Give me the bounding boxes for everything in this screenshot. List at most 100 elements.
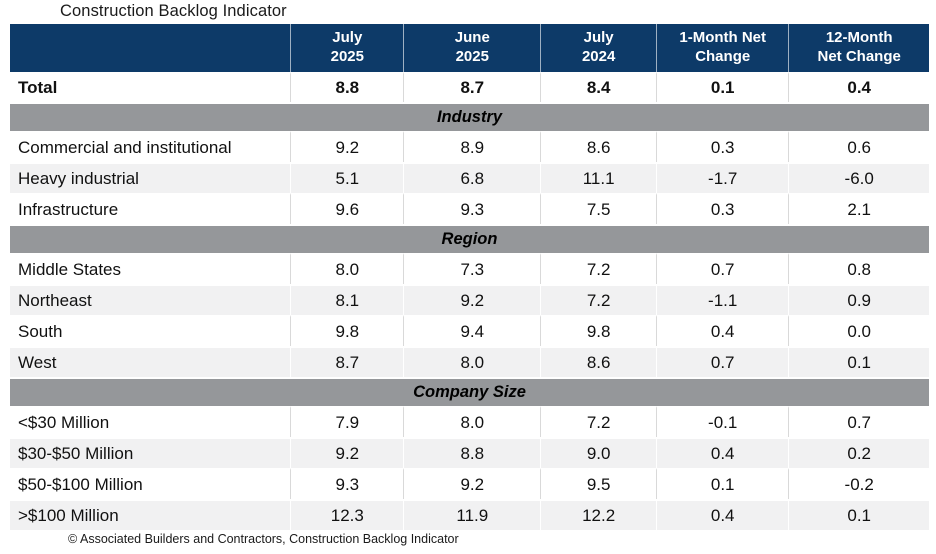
table-header: July 2025 June 2025 July 2024 1-Month Net C…: [10, 24, 929, 72]
cell-value: 0.4: [656, 437, 789, 468]
cell-value: 0.3: [656, 131, 789, 162]
cell-value: 0.8: [788, 253, 929, 284]
row-label: Total: [10, 72, 291, 102]
row-label: West: [10, 346, 291, 377]
row-label: $30-$50 Million: [10, 437, 291, 468]
cell-value: -0.1: [656, 406, 789, 437]
cell-value: 0.7: [656, 346, 789, 377]
cell-value: 7.2: [540, 284, 657, 315]
cell-value: 8.0: [403, 346, 541, 377]
page-title: Construction Backlog Indicator: [60, 2, 287, 20]
cell-value: 8.7: [403, 72, 541, 102]
cell-value: 8.8: [290, 72, 404, 102]
row-label: >$100 Million: [10, 499, 291, 530]
cell-value: 0.4: [656, 315, 789, 346]
cell-value: 9.2: [290, 131, 404, 162]
row-label: Middle States: [10, 253, 291, 284]
cell-value: 0.4: [788, 72, 929, 102]
cell-value: 0.1: [788, 346, 929, 377]
row-label: Commercial and institutional: [10, 131, 291, 162]
cell-value: 9.4: [403, 315, 541, 346]
cell-value: 8.9: [403, 131, 541, 162]
data-row: $30-$50 Million 9.2 8.8 9.0 0.4 0.2: [10, 437, 929, 468]
total-row: Total 8.8 8.7 8.4 0.1 0.4: [10, 72, 929, 102]
column-header: 12-Month Net Change: [788, 24, 929, 72]
row-label: Northeast: [10, 284, 291, 315]
cell-value: 12.2: [540, 499, 657, 530]
column-header: July 2025: [290, 24, 404, 72]
cell-value: 9.0: [540, 437, 657, 468]
cell-value: -6.0: [788, 162, 929, 193]
cell-value: 8.4: [540, 72, 657, 102]
cell-value: 9.8: [540, 315, 657, 346]
data-row: Infrastructure 9.6 9.3 7.5 0.3 2.1: [10, 193, 929, 224]
cell-value: 8.6: [540, 346, 657, 377]
cell-value: 0.1: [656, 468, 789, 499]
cell-value: 0.6: [788, 131, 929, 162]
data-row: Middle States 8.0 7.3 7.2 0.7 0.8: [10, 253, 929, 284]
column-header: [10, 24, 291, 72]
section-header-row: Company Size: [10, 377, 929, 406]
cell-value: -1.7: [656, 162, 789, 193]
cell-value: 6.8: [403, 162, 541, 193]
cell-value: 2.1: [788, 193, 929, 224]
cell-value: 8.8: [403, 437, 541, 468]
data-row: >$100 Million 12.3 11.9 12.2 0.4 0.1: [10, 499, 929, 530]
cell-value: 9.3: [403, 193, 541, 224]
row-label: $50-$100 Million: [10, 468, 291, 499]
cell-value: 9.3: [290, 468, 404, 499]
cell-value: 11.1: [540, 162, 657, 193]
cell-value: 0.1: [788, 499, 929, 530]
data-row: $50-$100 Million 9.3 9.2 9.5 0.1 -0.2: [10, 468, 929, 499]
cell-value: 8.6: [540, 131, 657, 162]
cell-value: 8.0: [403, 406, 541, 437]
section-header-row: Industry: [10, 102, 929, 131]
cell-value: 8.0: [290, 253, 404, 284]
data-row: <$30 Million 7.9 8.0 7.2 -0.1 0.7: [10, 406, 929, 437]
row-label: South: [10, 315, 291, 346]
data-row: Northeast 8.1 9.2 7.2 -1.1 0.9: [10, 284, 929, 315]
cell-value: 7.2: [540, 253, 657, 284]
cell-value: 8.7: [290, 346, 404, 377]
cell-value: -1.1: [656, 284, 789, 315]
data-row: West 8.7 8.0 8.6 0.7 0.1: [10, 346, 929, 377]
data-row: Heavy industrial 5.1 6.8 11.1 -1.7 -6.0: [10, 162, 929, 193]
section-header-label: Company Size: [10, 377, 929, 406]
cell-value: 11.9: [403, 499, 541, 530]
section-header-label: Industry: [10, 102, 929, 131]
cell-value: 0.3: [656, 193, 789, 224]
cell-value: 5.1: [290, 162, 404, 193]
table-body: Total 8.8 8.7 8.4 0.1 0.4 Industry Commercial a…: [10, 72, 929, 530]
cell-value: -0.2: [788, 468, 929, 499]
section-header-row: Region: [10, 224, 929, 253]
cell-value: 9.6: [290, 193, 404, 224]
column-header: July 2024: [540, 24, 657, 72]
backlog-table: July 2025 June 2025 July 2024 1-Month Net C…: [10, 24, 929, 530]
cell-value: 9.2: [403, 284, 541, 315]
column-header: 1-Month Net Change: [656, 24, 789, 72]
header-row: July 2025 June 2025 July 2024 1-Month Net C…: [10, 24, 929, 72]
cell-value: 7.9: [290, 406, 404, 437]
row-label: Infrastructure: [10, 193, 291, 224]
cell-value: 7.3: [403, 253, 541, 284]
cell-value: 0.9: [788, 284, 929, 315]
row-label: <$30 Million: [10, 406, 291, 437]
cell-value: 0.2: [788, 437, 929, 468]
section-header-label: Region: [10, 224, 929, 253]
data-row: South 9.8 9.4 9.8 0.4 0.0: [10, 315, 929, 346]
cell-value: 0.0: [788, 315, 929, 346]
cell-value: 0.4: [656, 499, 789, 530]
cell-value: 9.2: [403, 468, 541, 499]
cell-value: 7.5: [540, 193, 657, 224]
cell-value: 9.8: [290, 315, 404, 346]
row-label: Heavy industrial: [10, 162, 291, 193]
cell-value: 0.7: [656, 253, 789, 284]
column-header: June 2025: [403, 24, 541, 72]
cell-value: 9.5: [540, 468, 657, 499]
cell-value: 0.7: [788, 406, 929, 437]
cell-value: 7.2: [540, 406, 657, 437]
cell-value: 12.3: [290, 499, 404, 530]
cell-value: 9.2: [290, 437, 404, 468]
data-row: Commercial and institutional 9.2 8.9 8.6 0.3…: [10, 131, 929, 162]
